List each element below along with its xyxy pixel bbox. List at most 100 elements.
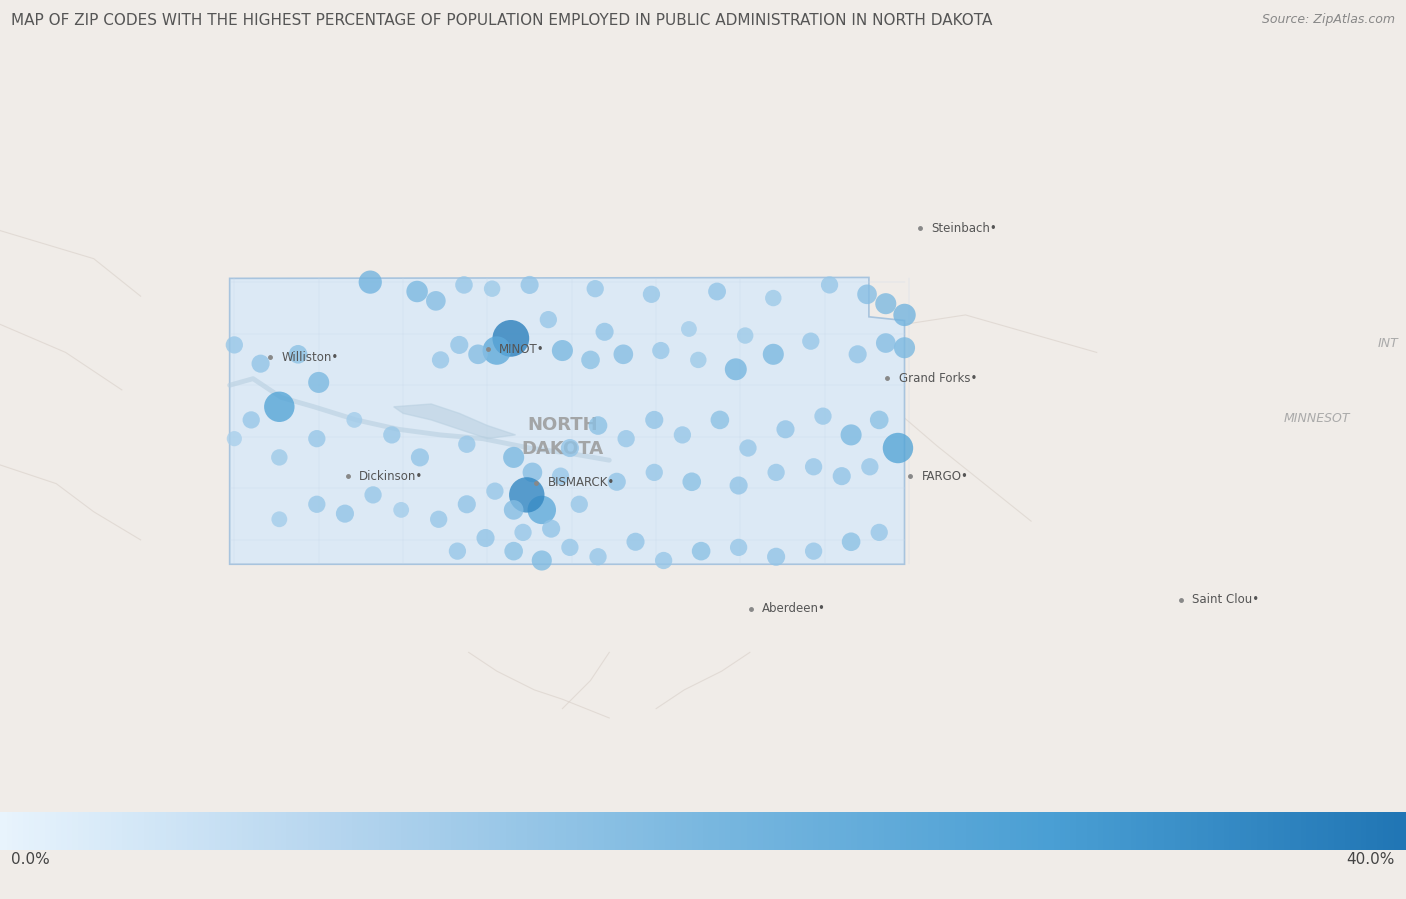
Point [579,352,602,367]
Point [530,553,553,567]
Point [249,357,271,371]
Point [734,328,756,343]
Point [737,441,759,455]
Point [558,540,581,555]
Point [427,512,450,527]
Point [803,544,825,558]
Point [389,503,412,517]
Point [224,338,246,352]
Point [818,278,841,292]
Point [775,423,797,437]
Text: INT: INT [1378,336,1399,350]
Point [887,441,910,455]
Point [765,465,787,479]
Text: MINOT•: MINOT• [499,343,544,356]
Point [586,549,609,564]
Text: Dickinson•: Dickinson• [359,470,423,483]
Point [429,352,451,367]
Polygon shape [394,404,516,439]
Point [516,487,538,502]
Point [446,544,468,558]
Point [333,506,356,521]
Point [839,428,862,442]
Point [540,521,562,536]
Point [381,428,404,442]
Point [586,418,609,432]
Point [727,478,749,493]
Point [671,428,693,442]
Point [643,465,665,479]
Point [831,469,853,484]
Point [522,465,544,479]
Point [406,284,429,298]
Point [568,497,591,512]
Text: Williston•: Williston• [281,351,339,364]
Point [502,450,524,465]
Point [502,503,524,517]
Point [269,450,291,465]
Point [537,313,560,327]
Point [839,535,862,549]
Point [224,432,246,446]
Point [551,343,574,358]
Point [678,322,700,336]
Point [624,535,647,549]
Point [859,459,882,474]
Point [361,487,384,502]
Point [724,362,747,377]
Text: Saint Clou•: Saint Clou• [1192,593,1260,607]
Point [612,347,634,361]
Text: Grand Forks•: Grand Forks• [898,371,977,385]
Point [530,503,553,517]
Text: 0.0%: 0.0% [11,852,51,868]
Point [425,294,447,308]
Point [502,544,524,558]
Text: Steinbach•: Steinbach• [931,222,997,235]
Text: Source: ZipAtlas.com: Source: ZipAtlas.com [1261,13,1395,26]
Text: NORTH
DAKOTA: NORTH DAKOTA [522,416,603,458]
Point [449,338,471,352]
Point [269,512,291,527]
Point [727,540,749,555]
Point [359,275,381,289]
Point [481,281,503,296]
Point [643,413,665,427]
Point [305,497,328,512]
Point [846,347,869,361]
Point [800,334,823,349]
Text: Aberdeen•: Aberdeen• [762,602,827,616]
Point [308,375,330,389]
Point [762,291,785,306]
Point [550,469,572,484]
Point [868,525,890,539]
Point [856,287,879,301]
Point [688,352,710,367]
Point [343,413,366,427]
Point [709,413,731,427]
Point [640,287,662,301]
Point [606,475,628,489]
Point [614,432,637,446]
Point [287,347,309,361]
Point [456,437,478,451]
Point [269,399,291,414]
Point [467,347,489,361]
Point [305,432,328,446]
Point [681,475,703,489]
Text: FARGO•: FARGO• [921,470,969,483]
Point [519,278,541,292]
Point [690,544,713,558]
Point [652,553,675,567]
Point [240,413,263,427]
Point [456,497,478,512]
Point [706,284,728,298]
Point [485,343,508,358]
Text: BISMARCK•: BISMARCK• [547,476,614,489]
Point [765,549,787,564]
Point [474,530,496,545]
Point [811,409,834,423]
Point [583,281,606,296]
Point [875,336,897,351]
Point [512,525,534,539]
Point [593,325,616,339]
